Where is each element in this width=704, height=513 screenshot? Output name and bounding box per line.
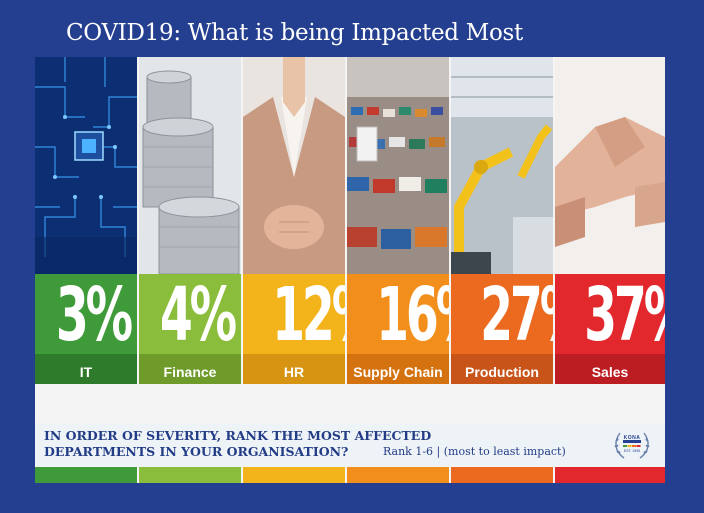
logo-name: KONA bbox=[623, 435, 641, 441]
chart-panel: 3% IT bbox=[35, 57, 665, 483]
stat-block-production: 27% Production bbox=[451, 274, 553, 384]
kona-logo: KONA EST. 1995 bbox=[612, 427, 652, 463]
stat-block-it: 3% IT bbox=[35, 274, 137, 384]
stat-block-hr: 12% HR bbox=[243, 274, 345, 384]
label-band bbox=[451, 354, 553, 384]
laurel-wreath-icon bbox=[614, 432, 650, 459]
shipping-containers-icon bbox=[347, 57, 449, 274]
percent-value: 4% bbox=[159, 272, 237, 358]
color-strip bbox=[451, 467, 553, 483]
category-label: Production bbox=[465, 364, 539, 380]
category-label: IT bbox=[79, 364, 93, 380]
label-band bbox=[347, 354, 449, 384]
category-label: HR bbox=[283, 364, 305, 380]
percent-value: 12% bbox=[272, 272, 345, 358]
color-strip bbox=[555, 467, 665, 483]
page-title: COVID19: What is being Impacted Most bbox=[66, 20, 523, 46]
column-finance: 4% Finance bbox=[139, 57, 241, 483]
column-hr: 12% HR bbox=[243, 57, 345, 483]
percent-value: 27% bbox=[480, 272, 553, 358]
question-note: Rank 1-6 | (most to least impact) bbox=[383, 445, 566, 458]
logo-tagline: EST. 1995 bbox=[623, 449, 641, 453]
question-line-1: IN ORDER OF SEVERITY, RANK THE MOST AFFE… bbox=[44, 428, 432, 443]
category-label: Sales bbox=[591, 364, 629, 380]
robot-arms-icon bbox=[451, 57, 553, 274]
clasped-hands-icon bbox=[243, 57, 345, 274]
label-band bbox=[35, 354, 137, 384]
label-band bbox=[555, 354, 665, 384]
stat-block-finance: 4% Finance bbox=[139, 274, 241, 384]
percent-value: 16% bbox=[376, 272, 449, 358]
color-strip bbox=[35, 467, 137, 483]
percent-value: 3% bbox=[55, 272, 133, 358]
color-strip bbox=[139, 467, 241, 483]
category-label: Finance bbox=[163, 364, 217, 380]
category-label: Supply Chain bbox=[353, 364, 443, 380]
handshake-icon bbox=[555, 57, 665, 274]
column-supply-chain: 16% Supply Chain bbox=[347, 57, 449, 483]
percent-value: 37% bbox=[584, 272, 665, 358]
label-band bbox=[243, 354, 345, 384]
coin-stacks-icon bbox=[139, 57, 241, 274]
color-strip bbox=[243, 467, 345, 483]
label-band bbox=[139, 354, 241, 384]
column-sales: 37% Sales bbox=[555, 57, 665, 483]
circuit-board-icon bbox=[35, 57, 137, 274]
question-banner: IN ORDER OF SEVERITY, RANK THE MOST AFFE… bbox=[35, 423, 665, 466]
stat-block-sales: 37% Sales bbox=[555, 274, 665, 384]
question-line-2: DEPARTMENTS IN YOUR ORGANISATION? bbox=[44, 444, 349, 459]
color-strip bbox=[347, 467, 449, 483]
column-production: 27% Production bbox=[451, 57, 553, 483]
column-it: 3% IT bbox=[35, 57, 137, 483]
stat-block-supply-chain: 16% Supply Chain bbox=[347, 274, 449, 384]
